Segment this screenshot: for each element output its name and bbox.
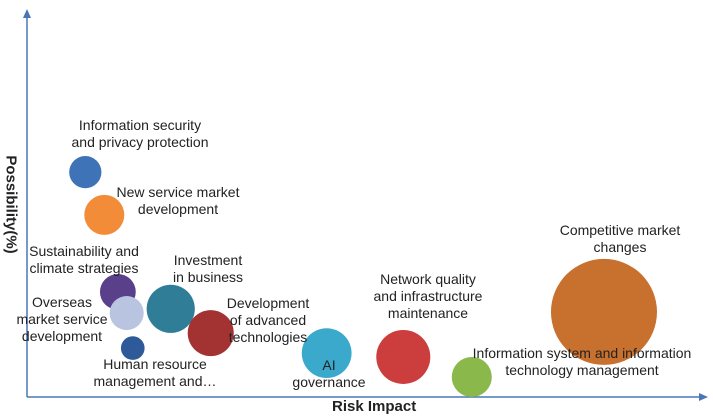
x-axis-arrow	[699, 393, 708, 401]
bubble	[120, 336, 145, 360]
y-axis-arrow	[23, 9, 31, 18]
bubble-label: Information system and information techn…	[472, 345, 692, 378]
bubble	[69, 156, 102, 189]
x-axis-label: Risk Impact	[332, 398, 417, 415]
bubble	[187, 310, 234, 357]
bubble-label: Overseas market service development	[16, 294, 108, 344]
bubble-label: AI governance	[292, 357, 366, 390]
bubble	[550, 258, 657, 365]
bubble	[109, 296, 144, 331]
bubble-label: Development of advanced technologies	[226, 295, 310, 345]
bubble-label: Investment in business	[172, 252, 244, 285]
bubble	[376, 329, 431, 384]
bubble-label: Sustainability and climate strategies	[29, 243, 139, 276]
y-axis-label: Possibility(%)	[2, 155, 20, 254]
bubble	[146, 284, 195, 333]
bubble-label: Information security and privacy protect…	[71, 117, 209, 150]
bubble-label: Competitive market changes	[559, 222, 681, 255]
bubble	[84, 194, 125, 235]
bubble	[301, 328, 352, 379]
bubble-label: Human resource management and…	[93, 356, 217, 389]
bubble	[451, 356, 492, 397]
bubble-label: Network quality and infrastructure maint…	[373, 271, 483, 321]
bubble-label: New service market development	[116, 184, 240, 217]
